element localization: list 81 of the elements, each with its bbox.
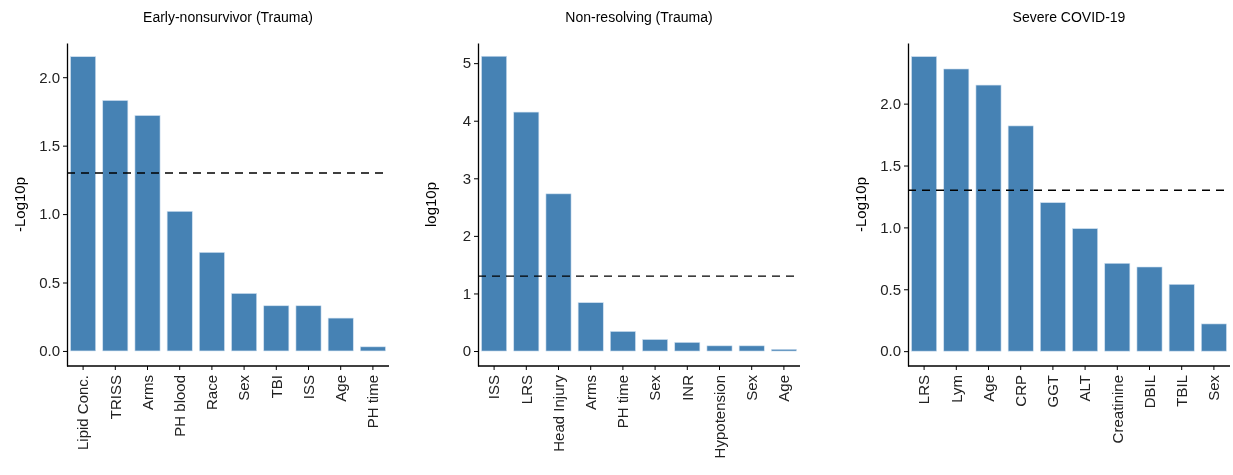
x-tick-label: CRP [1011,375,1029,407]
y-tick-label: 0.0 [39,342,60,360]
bar [102,100,129,352]
bar [642,339,668,352]
bar [263,305,290,352]
y-tick-label: 0.5 [880,280,901,298]
bar [134,115,161,352]
chart-title: Early-nonsurvivor (Trauma) [143,9,313,25]
bar [610,331,636,352]
x-tick-label: PH blood [170,375,188,437]
chart-title: Non-resolving (Trauma) [565,9,713,25]
bar [1040,202,1066,352]
x-tick-label: PH time [614,375,632,429]
y-axis-title: log10p [422,181,439,228]
bar [231,293,257,352]
bar [1168,284,1195,352]
x-tick-label: Age [979,375,997,402]
y-tick-label: 1.0 [880,218,901,236]
bar [674,342,701,352]
bar [1072,228,1098,352]
x-tick-label: Sex [742,374,760,401]
x-tick-label: PH time [364,375,382,429]
bar [738,345,765,352]
bar [70,56,96,352]
y-axis-title: -Log10p [11,176,28,233]
bar [545,193,572,352]
x-tick-label: ISS [485,375,503,400]
x-tick-label: LRS [517,375,535,405]
x-tick-label: TBI [267,375,285,399]
x-tick-label: Creatinine [1108,375,1126,444]
x-tick-label: TRISS [106,375,124,420]
bar [513,111,540,352]
x-tick-label: ALT [1076,375,1094,402]
x-tick-label: LRS [915,375,933,405]
x-tick-label: Sex [1205,374,1223,401]
x-tick-label: TBIL [1172,375,1190,407]
y-tick-label: 1.5 [880,156,901,174]
y-tick-label: 1.5 [39,136,60,154]
bar [481,55,507,352]
y-tick-label: 3 [462,169,471,187]
bar [1136,266,1163,352]
y-tick-label: 4 [462,112,471,130]
y-tick-label: 1.0 [39,205,60,223]
x-tick-label: INR [678,374,696,401]
y-tick-label: 1 [462,284,471,302]
bar [1201,323,1227,352]
bar [327,317,354,352]
y-tick-label: 2 [462,227,471,245]
bar [1104,262,1131,352]
x-tick-label: ISS [299,375,317,400]
x-tick-label: Lym [947,375,965,403]
x-tick-label: Head Injury [549,374,567,452]
x-tick-label: Arms [138,375,156,410]
y-tick-label: 0.0 [880,342,901,360]
bar [166,211,193,352]
bar [706,345,733,352]
bar [360,346,386,352]
y-tick-label: 2.0 [880,94,901,112]
bar [577,302,604,352]
x-tick-label: Arms [581,375,599,410]
x-tick-label: Age [775,375,793,402]
x-tick-label: Hypotension [710,375,728,459]
x-tick-label: Race [203,375,221,411]
x-tick-label: Age [331,375,349,402]
x-tick-label: DBIL [1140,375,1158,409]
bar [975,84,1002,352]
y-axis-title: -Log10p [852,176,869,233]
bar [911,56,937,352]
y-tick-label: 5 [462,54,471,72]
chart-title: Severe COVID-19 [1012,9,1126,25]
x-tick-label: Sex [646,374,664,401]
bar [943,68,970,352]
bar [1007,125,1034,352]
bar [295,305,322,352]
x-tick-label: Lipid Conc. [74,375,92,451]
x-tick-label: GGT [1044,375,1062,408]
y-tick-label: 0 [462,342,471,360]
bar [199,252,225,352]
x-tick-label: Sex [235,374,253,401]
y-tick-label: 0.5 [39,273,60,291]
y-tick-label: 2.0 [39,68,60,86]
